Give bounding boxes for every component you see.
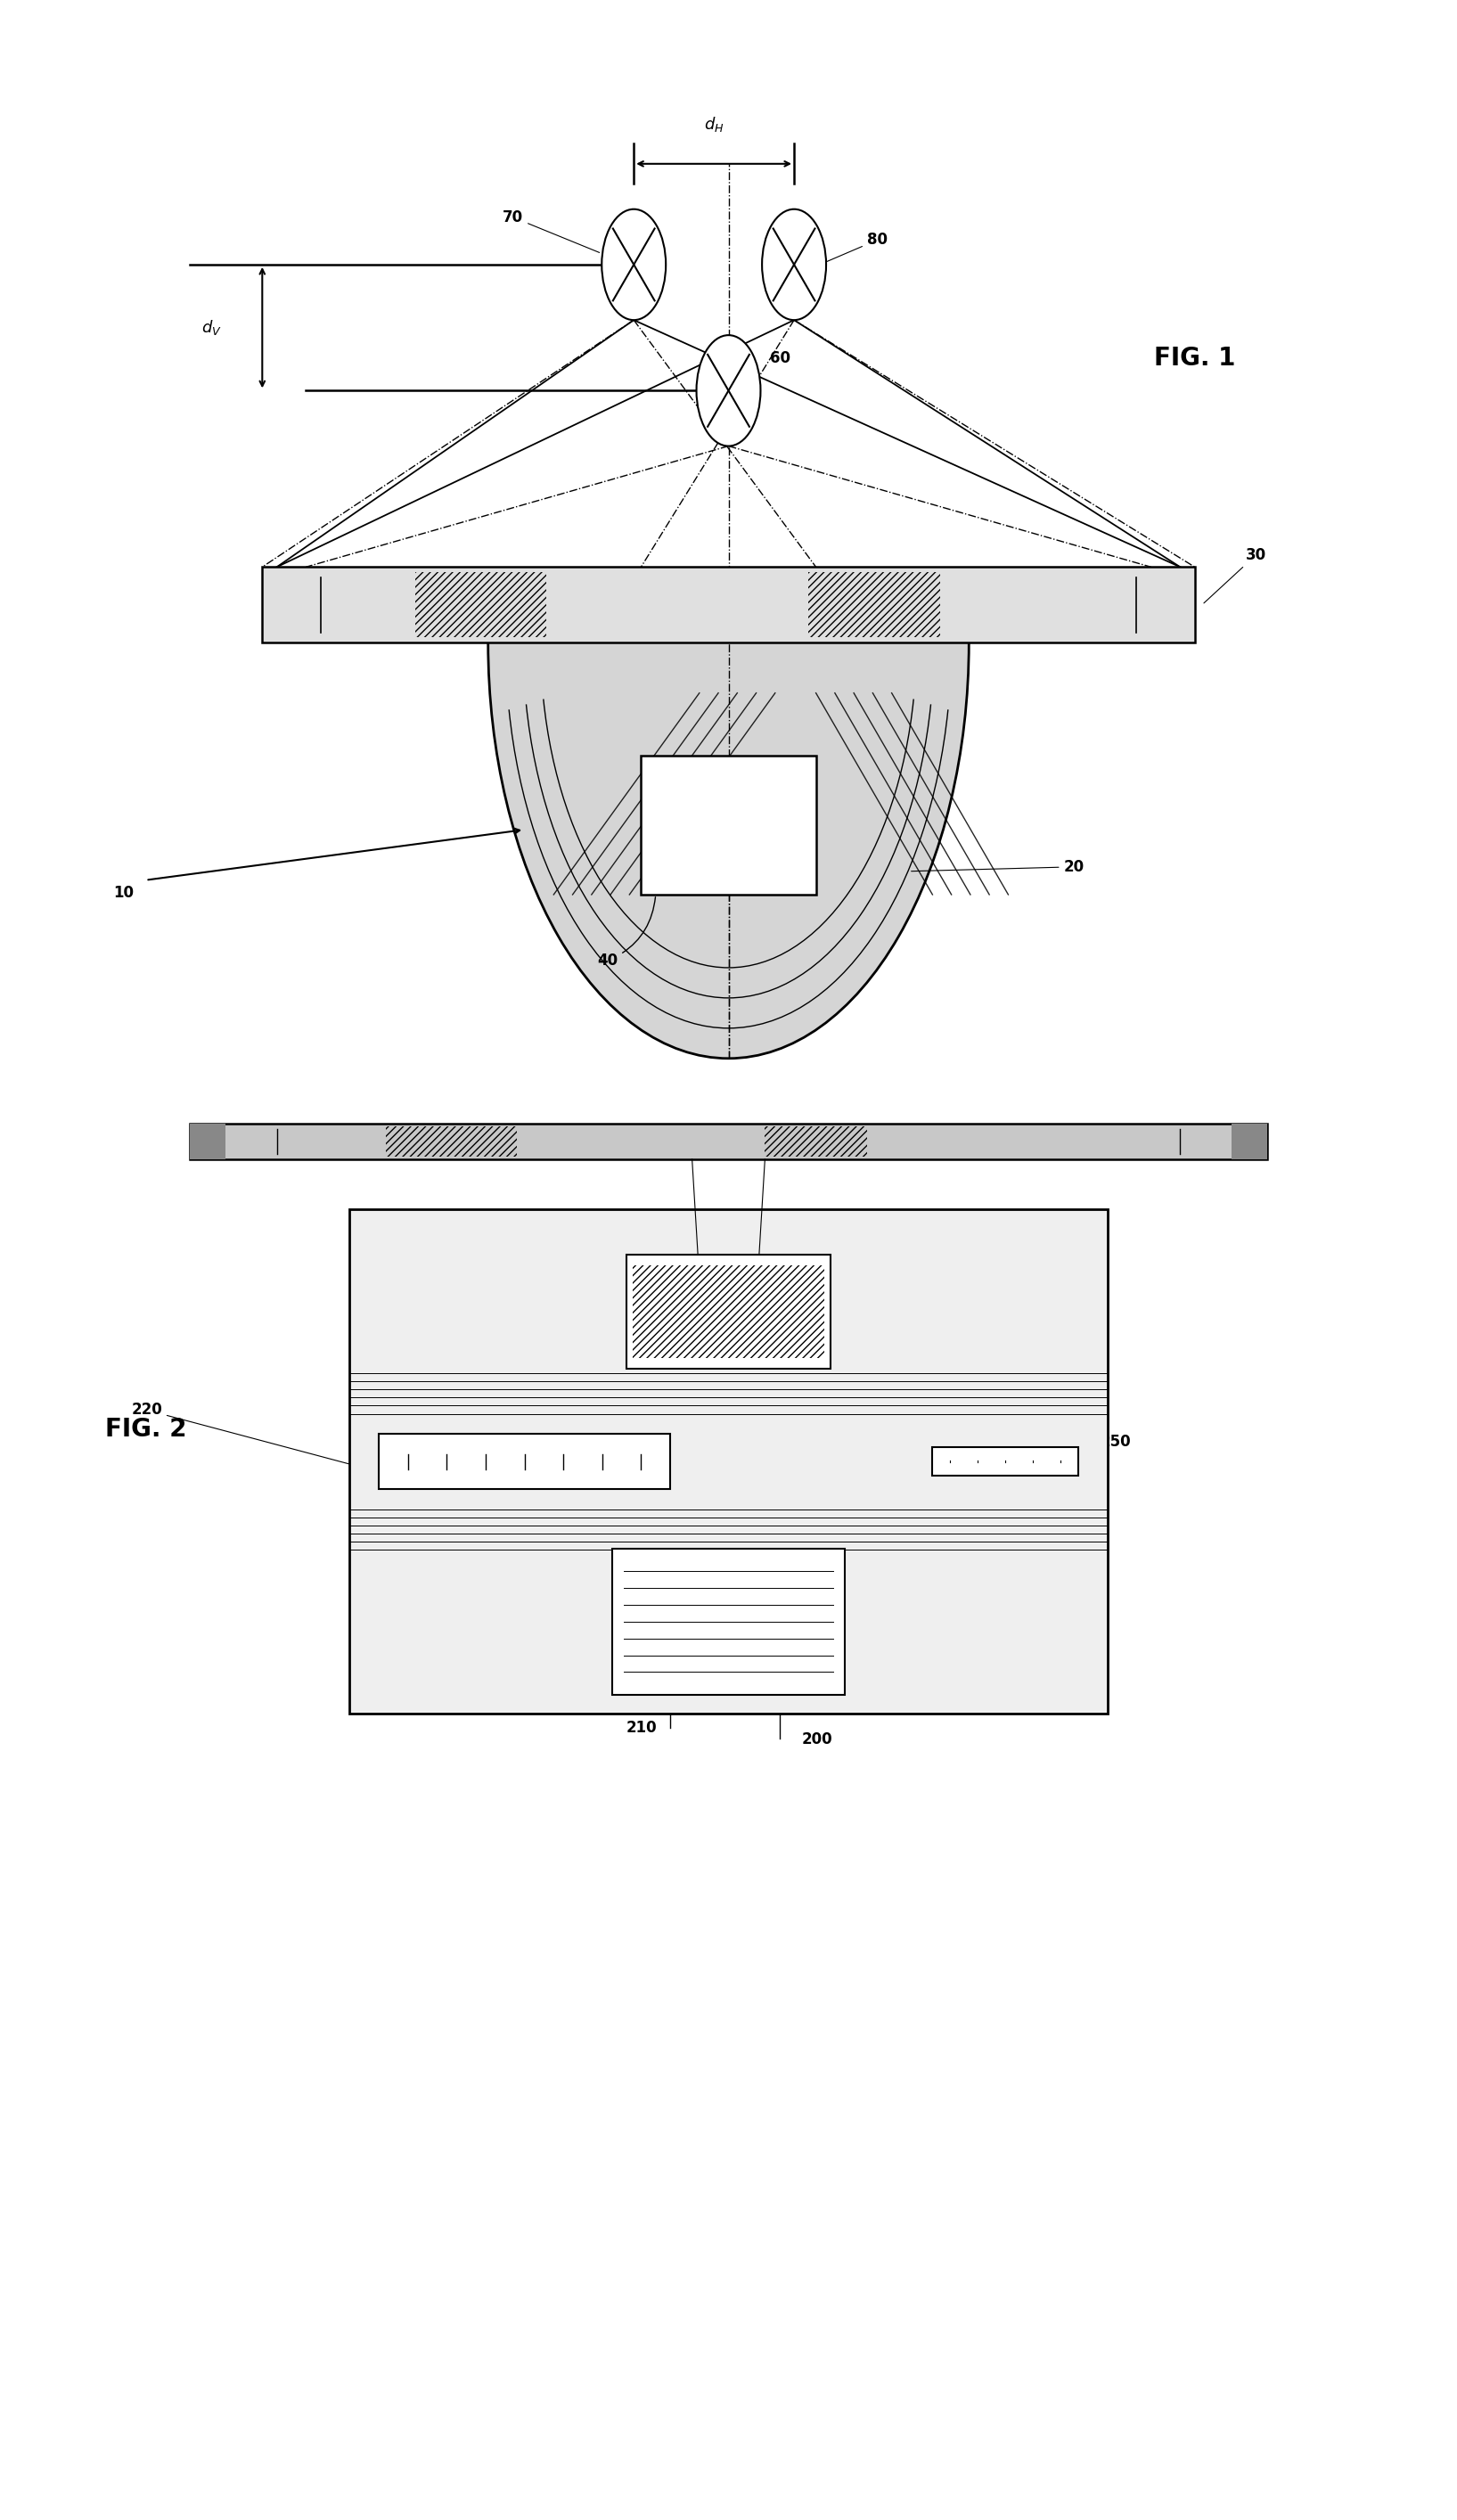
- Bar: [809, 572, 940, 638]
- Text: $d_H$: $d_H$: [704, 116, 724, 134]
- Polygon shape: [262, 643, 1195, 1058]
- Bar: [350, 1210, 1107, 1714]
- Bar: [189, 1124, 1268, 1159]
- Bar: [765, 1126, 867, 1157]
- Text: 200: 200: [801, 1731, 832, 1746]
- Circle shape: [762, 209, 826, 320]
- Bar: [1231, 1124, 1268, 1159]
- Bar: [415, 572, 546, 638]
- Text: 80: 80: [822, 232, 887, 265]
- Bar: [379, 1434, 670, 1489]
- Text: FIG. 1: FIG. 1: [1154, 345, 1236, 370]
- Text: 70: 70: [503, 209, 599, 252]
- Bar: [632, 1265, 825, 1358]
- Text: 20: 20: [911, 859, 1084, 874]
- Bar: [612, 1547, 845, 1693]
- Bar: [627, 1255, 830, 1368]
- Text: $d_V$: $d_V$: [201, 318, 221, 338]
- Text: 60: 60: [771, 350, 791, 365]
- Text: 220: 220: [131, 1401, 369, 1469]
- Bar: [386, 1126, 517, 1157]
- Circle shape: [602, 209, 666, 320]
- Text: 230: 230: [839, 1255, 934, 1310]
- Text: 250: 250: [1100, 1434, 1131, 1449]
- Text: 10: 10: [114, 885, 134, 902]
- Bar: [932, 1446, 1078, 1477]
- Bar: [641, 756, 816, 895]
- Circle shape: [696, 335, 761, 446]
- Text: 40: 40: [597, 897, 656, 968]
- Bar: [189, 1124, 226, 1159]
- Text: 210: 210: [627, 1721, 657, 1736]
- Bar: [262, 567, 1195, 643]
- Text: 30: 30: [1203, 547, 1266, 602]
- Text: FIG. 2: FIG. 2: [105, 1416, 186, 1441]
